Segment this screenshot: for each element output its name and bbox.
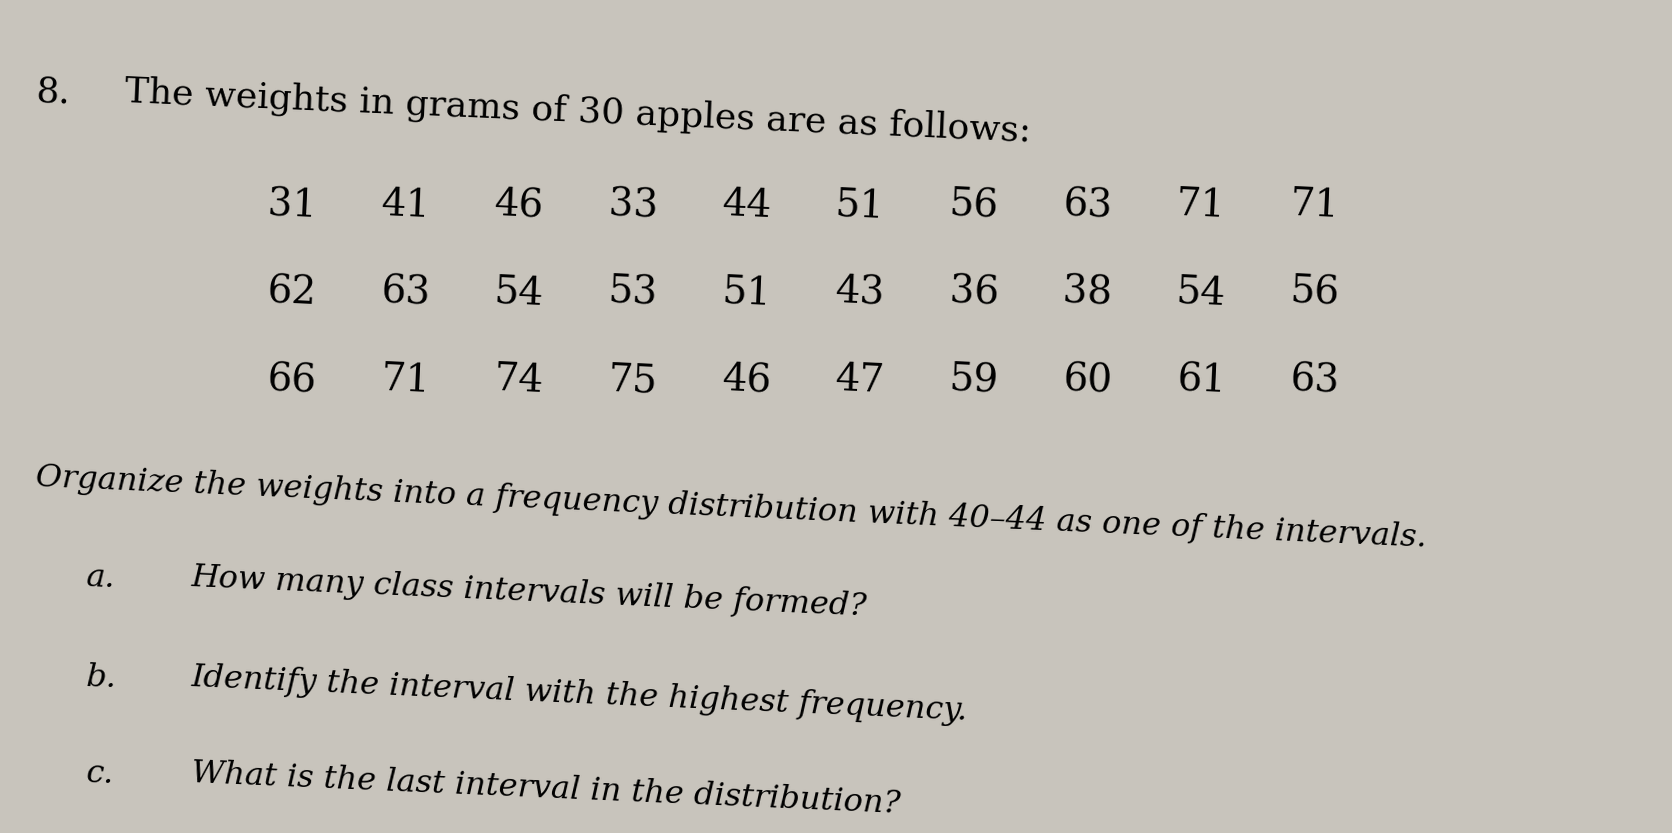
Text: 36: 36 <box>948 274 1000 313</box>
Text: 63: 63 <box>1289 362 1341 401</box>
Text: 56: 56 <box>1289 274 1341 313</box>
Text: 41: 41 <box>380 187 431 226</box>
Text: 43: 43 <box>834 274 886 313</box>
Text: How many class intervals will be formed?: How many class intervals will be formed? <box>191 562 868 623</box>
Text: 54: 54 <box>493 274 545 313</box>
Text: 8.: 8. <box>35 75 72 111</box>
Text: 51: 51 <box>721 274 772 313</box>
Text: 60: 60 <box>1062 362 1114 401</box>
Text: 51: 51 <box>834 187 886 226</box>
Text: 74: 74 <box>493 362 545 401</box>
Text: 47: 47 <box>834 362 886 401</box>
Text: a.: a. <box>85 562 115 595</box>
Text: Identify the interval with the highest frequency.: Identify the interval with the highest f… <box>191 662 968 727</box>
Text: 38: 38 <box>1062 274 1114 313</box>
Text: c.: c. <box>85 758 115 791</box>
Text: The weights in grams of 30 apples are as follows:: The weights in grams of 30 apples are as… <box>124 75 1032 149</box>
Text: 33: 33 <box>607 187 659 226</box>
Text: 46: 46 <box>721 362 772 401</box>
Text: 61: 61 <box>1175 362 1227 401</box>
Text: 56: 56 <box>948 187 1000 226</box>
Text: 62: 62 <box>266 274 318 313</box>
Text: 63: 63 <box>1062 187 1114 226</box>
Text: 63: 63 <box>380 274 431 313</box>
Text: 71: 71 <box>1289 187 1341 226</box>
Text: b.: b. <box>85 662 117 695</box>
Text: 71: 71 <box>1175 187 1227 226</box>
Text: 66: 66 <box>266 362 318 401</box>
Text: 31: 31 <box>266 187 318 226</box>
Text: Organize the weights into a frequency distribution with 40–44 as one of the inte: Organize the weights into a frequency di… <box>35 462 1428 554</box>
Text: 75: 75 <box>607 362 659 401</box>
Text: 54: 54 <box>1175 274 1227 313</box>
Text: 59: 59 <box>948 362 1000 401</box>
Text: 44: 44 <box>721 187 772 226</box>
Text: What is the last interval in the distribution?: What is the last interval in the distrib… <box>191 758 901 820</box>
Text: 53: 53 <box>607 274 659 313</box>
Text: 71: 71 <box>380 362 431 401</box>
Text: 46: 46 <box>493 187 545 226</box>
